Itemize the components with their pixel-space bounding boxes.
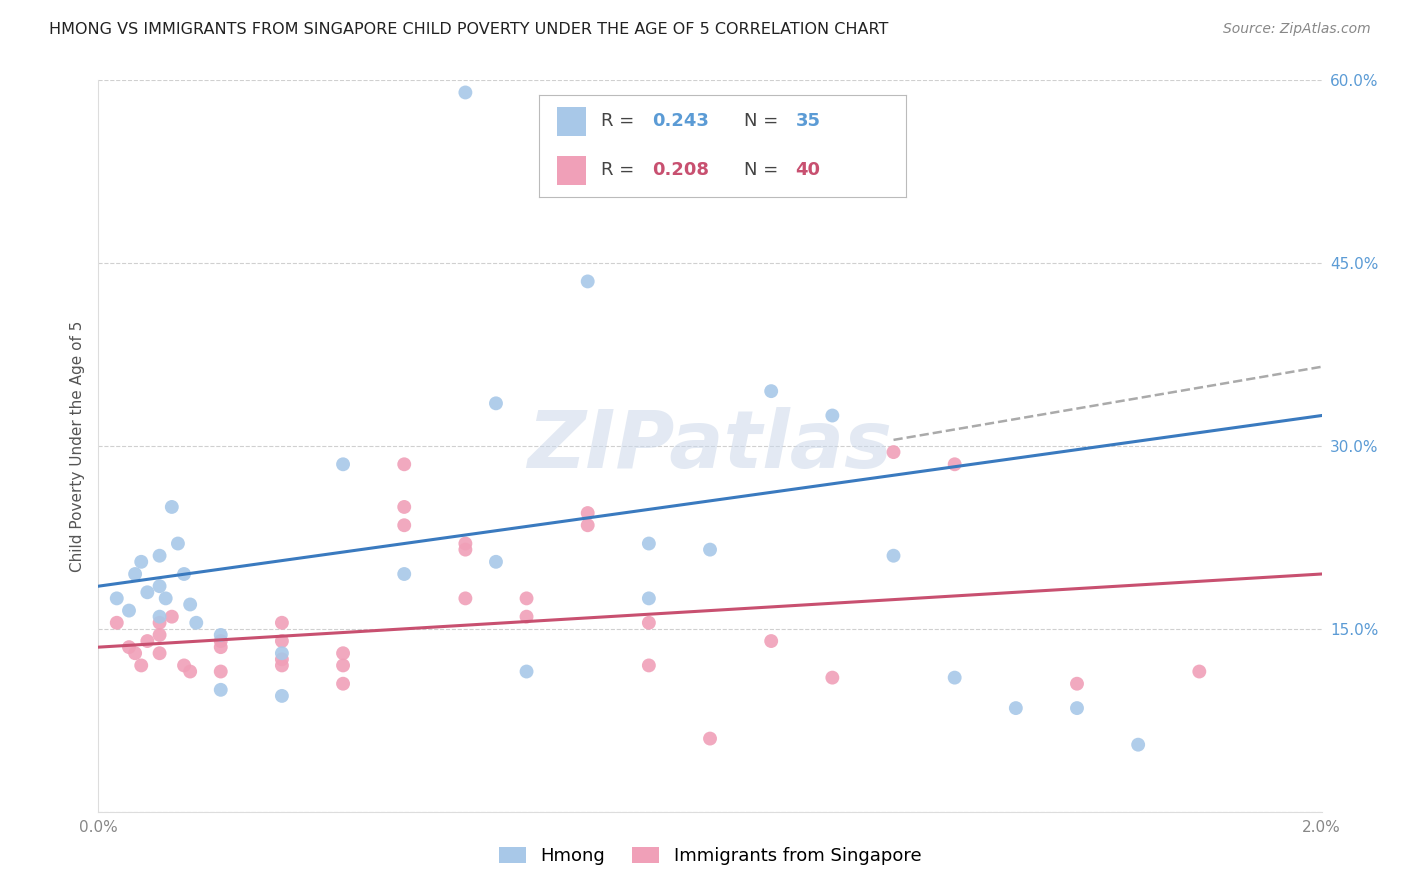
Point xyxy=(1128,738,1150,752)
Point xyxy=(186,615,208,630)
Point xyxy=(1066,676,1088,690)
Point xyxy=(637,658,661,673)
Point xyxy=(821,409,844,423)
Point xyxy=(943,458,966,472)
Point xyxy=(149,646,172,660)
Point xyxy=(270,646,294,660)
Point xyxy=(637,591,661,606)
Text: ZIPatlas: ZIPatlas xyxy=(527,407,893,485)
Point xyxy=(149,609,172,624)
Point xyxy=(392,567,416,582)
Point xyxy=(149,579,172,593)
Point xyxy=(118,640,141,655)
Point xyxy=(179,598,201,612)
Point xyxy=(485,396,508,410)
Point xyxy=(576,518,599,533)
Point xyxy=(149,615,172,630)
Legend: Hmong, Immigrants from Singapore: Hmong, Immigrants from Singapore xyxy=(492,839,928,872)
Point xyxy=(516,609,538,624)
Point xyxy=(332,458,354,472)
Point xyxy=(1066,701,1088,715)
Point xyxy=(209,665,232,679)
Point xyxy=(454,542,477,557)
Point xyxy=(454,536,477,550)
Point xyxy=(160,609,183,624)
Point xyxy=(167,536,190,550)
Point xyxy=(270,658,294,673)
Point xyxy=(129,555,152,569)
Point xyxy=(516,591,538,606)
Point xyxy=(576,275,599,289)
Point xyxy=(209,628,232,642)
Text: Source: ZipAtlas.com: Source: ZipAtlas.com xyxy=(1223,22,1371,37)
Point xyxy=(576,506,599,520)
Point xyxy=(270,615,294,630)
Point xyxy=(149,628,172,642)
Point xyxy=(173,567,195,582)
Point xyxy=(1004,701,1026,715)
Point xyxy=(149,549,172,563)
Point xyxy=(129,658,152,673)
Point xyxy=(209,640,232,655)
Point xyxy=(173,658,195,673)
Point xyxy=(883,445,905,459)
Point xyxy=(1188,665,1211,679)
Point xyxy=(699,731,721,746)
Point xyxy=(485,555,508,569)
Point xyxy=(332,658,354,673)
Point xyxy=(759,384,782,399)
Point xyxy=(392,458,416,472)
Point xyxy=(105,591,128,606)
Point xyxy=(160,500,183,514)
Point xyxy=(124,567,146,582)
Point xyxy=(270,634,294,648)
Point xyxy=(454,591,477,606)
Point xyxy=(454,86,477,100)
Point xyxy=(270,652,294,666)
Point xyxy=(105,615,128,630)
Point xyxy=(699,542,721,557)
Point xyxy=(332,646,354,660)
Point xyxy=(883,549,905,563)
Point xyxy=(332,676,354,690)
Point xyxy=(392,500,416,514)
Point xyxy=(392,518,416,533)
Point xyxy=(943,671,966,685)
Point xyxy=(155,591,177,606)
Point xyxy=(136,634,159,648)
Point xyxy=(516,665,538,679)
Y-axis label: Child Poverty Under the Age of 5: Child Poverty Under the Age of 5 xyxy=(69,320,84,572)
Point xyxy=(209,634,232,648)
Point xyxy=(209,682,232,697)
Point xyxy=(118,603,141,617)
Text: HMONG VS IMMIGRANTS FROM SINGAPORE CHILD POVERTY UNDER THE AGE OF 5 CORRELATION : HMONG VS IMMIGRANTS FROM SINGAPORE CHILD… xyxy=(49,22,889,37)
Point xyxy=(637,536,661,550)
Point xyxy=(124,646,146,660)
Point xyxy=(759,634,782,648)
Point xyxy=(821,671,844,685)
Point xyxy=(270,689,294,703)
Point xyxy=(136,585,159,599)
Point xyxy=(637,615,661,630)
Point xyxy=(179,665,201,679)
